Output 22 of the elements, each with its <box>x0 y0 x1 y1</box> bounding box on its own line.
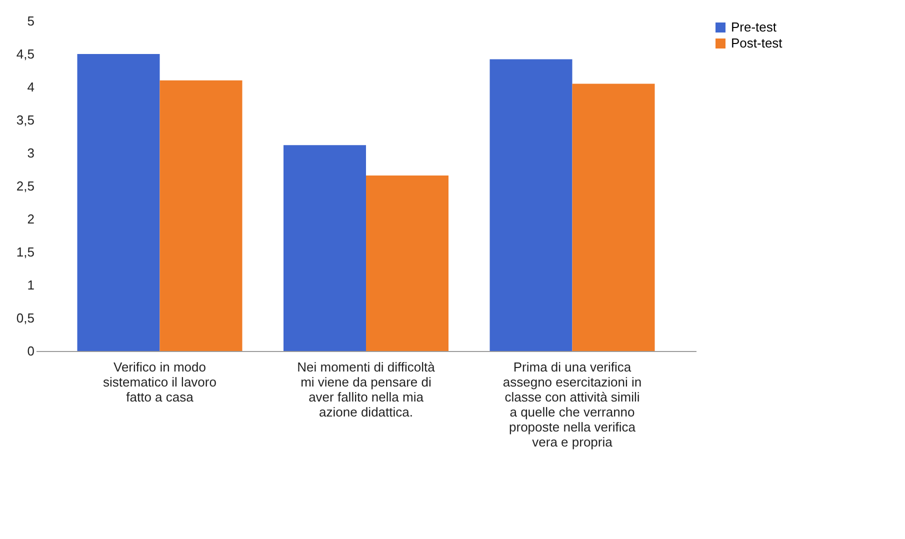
y-tick-label: 2 <box>27 212 34 226</box>
bar <box>366 175 448 351</box>
bar <box>490 59 572 351</box>
legend-label: Pre-test <box>731 20 777 34</box>
x-tick-label: Verifico in modo sistematico il lavoro fatto a casa <box>103 360 216 404</box>
y-tick-label: 3,5 <box>16 112 34 128</box>
y-tick-label: 3 <box>27 146 34 160</box>
x-tick-label: Nei momenti di difficoltà mi viene da pensare di aver fallito nella mia azione didattica. <box>297 360 436 420</box>
x-tick-label: Prima di una verifica assegno esercitazioni in classe con attività simili a quelle che verranno proposte nella verifica vera e propria <box>502 360 642 450</box>
bar <box>284 145 366 351</box>
y-tick-label: 1,5 <box>16 244 34 260</box>
y-tick-label: 4 <box>27 80 34 94</box>
y-tick-label: 0 <box>27 344 34 358</box>
y-tick-label: 1 <box>27 278 34 292</box>
y-tick-label: 4,5 <box>16 46 34 62</box>
bar <box>77 54 160 351</box>
bar <box>160 80 242 351</box>
y-tick-label: 5 <box>27 14 34 28</box>
y-tick-label: 0,5 <box>16 310 34 326</box>
bar <box>572 84 655 351</box>
legend-label: Post-test <box>731 36 783 50</box>
y-tick-label: 2,5 <box>16 178 34 194</box>
